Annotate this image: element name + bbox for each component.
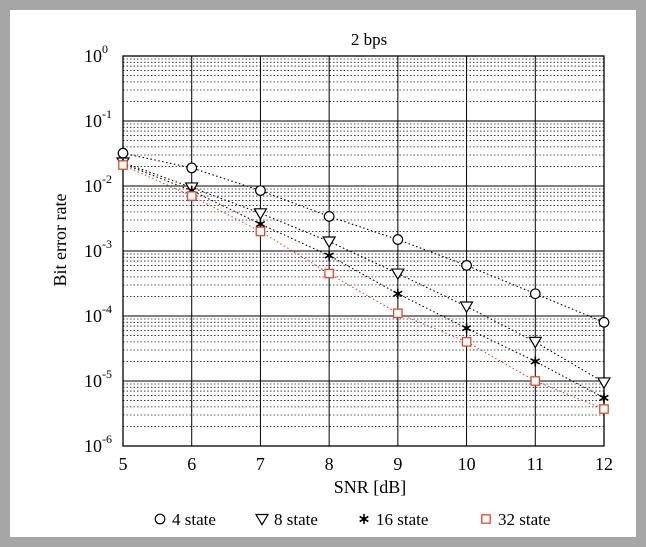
point-16-state bbox=[393, 288, 403, 299]
y-tick-label: 10-6 bbox=[84, 432, 112, 456]
y-axis-label: Bit error rate bbox=[50, 194, 70, 287]
legend-label-16-state: 16 state bbox=[376, 510, 428, 529]
x-tick-label: 10 bbox=[458, 454, 476, 474]
star-center bbox=[533, 359, 538, 364]
y-tick-label: 10-4 bbox=[84, 302, 112, 326]
star-center bbox=[258, 222, 263, 227]
x-tick-label: 9 bbox=[393, 454, 402, 474]
point-16-state bbox=[530, 356, 541, 367]
point-8-state bbox=[322, 236, 337, 249]
y-tick-label: 10-5 bbox=[84, 367, 112, 391]
x-tick-label: 5 bbox=[119, 454, 128, 474]
point-4-state bbox=[598, 316, 610, 328]
series-line-32-state bbox=[122, 164, 605, 410]
chart-title: 2 bps bbox=[351, 30, 387, 49]
point-4-state bbox=[529, 288, 541, 300]
x-tick-label: 11 bbox=[527, 454, 544, 474]
point-32-state bbox=[461, 337, 472, 347]
point-8-state bbox=[528, 336, 543, 349]
star-center bbox=[327, 253, 332, 258]
plot-area bbox=[122, 55, 605, 447]
y-tick-label: 100 bbox=[84, 42, 108, 66]
point-32-state bbox=[530, 376, 541, 386]
legend-label-4-state: 4 state bbox=[172, 510, 216, 529]
star-center bbox=[362, 517, 366, 521]
x-tick-label: 12 bbox=[595, 454, 613, 474]
point-4-state bbox=[186, 162, 198, 174]
point-4-state bbox=[392, 234, 404, 245]
star-center bbox=[395, 291, 400, 296]
point-16-state bbox=[324, 250, 334, 261]
series-markers bbox=[115, 147, 612, 414]
legend-marker-32-state bbox=[481, 514, 491, 524]
point-32-state bbox=[255, 226, 266, 237]
point-4-state bbox=[117, 147, 129, 159]
legend-label-32-state: 32 state bbox=[498, 510, 550, 529]
legend-marker-4-state bbox=[154, 513, 166, 525]
legend-item-4-state: 4 state bbox=[154, 510, 216, 529]
x-tick-labels: 5 6 7 8 9 10 11 12 bbox=[119, 454, 614, 474]
legend-item-8-state: 8 state bbox=[254, 510, 318, 529]
point-8-state bbox=[253, 208, 268, 221]
point-32-state bbox=[118, 160, 128, 170]
y-tick-label: 10-2 bbox=[84, 172, 112, 196]
legend-marker-8-state bbox=[254, 513, 270, 526]
series-lines bbox=[122, 152, 605, 410]
star-center bbox=[464, 326, 469, 331]
series-line-16-state bbox=[122, 163, 605, 399]
series-line-4-state bbox=[122, 152, 605, 323]
point-32-state bbox=[186, 191, 197, 201]
point-16-state bbox=[599, 392, 609, 403]
minor-grid bbox=[123, 58, 604, 427]
legend-item-32-state: 32 state bbox=[481, 510, 550, 529]
point-4-state bbox=[255, 185, 266, 196]
y-tick-label: 10-1 bbox=[84, 107, 112, 131]
legend-marker-16-state bbox=[359, 514, 369, 524]
point-32-state bbox=[324, 268, 334, 279]
point-4-state bbox=[461, 260, 472, 271]
x-tick-label: 8 bbox=[325, 454, 334, 474]
x-axis-label: SNR [dB] bbox=[334, 477, 407, 497]
x-tick-label: 6 bbox=[187, 454, 196, 474]
legend-label-8-state: 8 state bbox=[274, 510, 318, 529]
point-8-state bbox=[596, 377, 612, 390]
y-tick-label: 10-3 bbox=[84, 237, 112, 261]
x-tick-label: 7 bbox=[256, 454, 265, 474]
point-8-state bbox=[390, 268, 405, 281]
point-4-state bbox=[323, 211, 335, 222]
legend-item-16-state: 16 state bbox=[359, 510, 428, 529]
series-line-8-state bbox=[122, 161, 605, 383]
major-grid bbox=[123, 56, 604, 446]
legend: 4 state 8 state 16 state 32 state bbox=[154, 510, 550, 529]
y-tick-labels: 100 10-1 10-2 10-3 10-4 10-5 10-6 bbox=[84, 42, 112, 456]
point-8-state bbox=[459, 301, 474, 314]
star-center bbox=[602, 395, 606, 400]
point-16-state bbox=[461, 323, 472, 334]
point-32-state bbox=[393, 308, 403, 319]
point-32-state bbox=[599, 404, 609, 414]
